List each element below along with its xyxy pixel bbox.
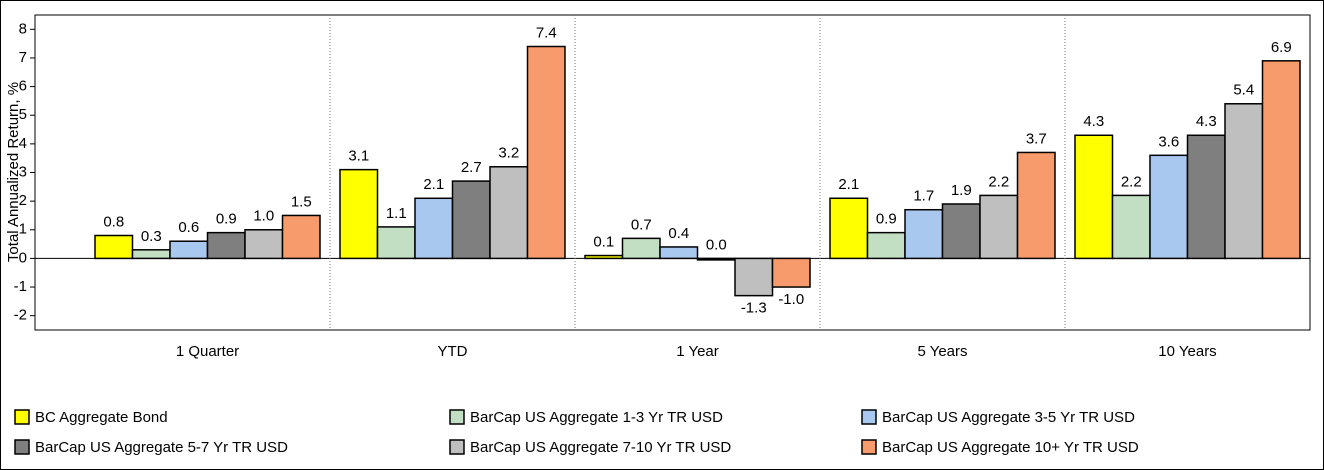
value-label: 0.8 bbox=[103, 213, 124, 230]
bar bbox=[979, 194, 1019, 260]
bar bbox=[584, 254, 624, 260]
legend-swatch bbox=[861, 409, 877, 425]
legend-swatch bbox=[14, 409, 30, 425]
value-label: 3.6 bbox=[1158, 133, 1179, 150]
value-label: 0.9 bbox=[876, 211, 897, 228]
legend-label: BarCap US Aggregate 5-7 Yr TR USD bbox=[35, 439, 288, 456]
bar bbox=[734, 257, 774, 297]
value-label: 0.4 bbox=[668, 225, 689, 242]
x-tick-label: YTD bbox=[438, 343, 468, 360]
legend-swatch bbox=[449, 409, 465, 425]
legend-label: BC Aggregate Bond bbox=[35, 409, 168, 426]
x-tick-label: 5 Years bbox=[917, 343, 967, 360]
bar bbox=[1186, 134, 1226, 260]
value-label: 0.0 bbox=[706, 236, 727, 253]
value-label: 0.3 bbox=[141, 228, 162, 245]
y-tick-label: 0 bbox=[19, 249, 27, 266]
legend-swatch bbox=[861, 439, 877, 455]
y-tick-label: 5 bbox=[19, 106, 27, 123]
bar bbox=[1074, 134, 1114, 260]
value-label: 0.9 bbox=[216, 211, 237, 228]
legend-swatch bbox=[449, 439, 465, 455]
bar bbox=[131, 249, 171, 260]
value-label: 1.0 bbox=[253, 208, 274, 225]
value-label: 1.1 bbox=[386, 205, 407, 222]
value-label: -1.0 bbox=[778, 291, 804, 308]
bar bbox=[169, 240, 209, 260]
bar bbox=[866, 231, 906, 260]
y-tick-label: -2 bbox=[14, 307, 27, 324]
value-label: -1.3 bbox=[741, 300, 767, 317]
bar bbox=[1224, 103, 1264, 260]
value-label: 2.1 bbox=[838, 176, 859, 193]
bar bbox=[526, 45, 566, 260]
bar bbox=[281, 214, 321, 260]
y-tick-label: 7 bbox=[19, 49, 27, 66]
value-label: 4.3 bbox=[1083, 113, 1104, 130]
y-axis-title: Total Annualized Return, % bbox=[5, 82, 22, 262]
x-tick-label: 1 Quarter bbox=[176, 343, 239, 360]
value-label: 1.7 bbox=[913, 188, 934, 205]
bar bbox=[1111, 194, 1151, 260]
value-label: 3.1 bbox=[348, 148, 369, 165]
bar bbox=[339, 168, 379, 260]
bar bbox=[206, 231, 246, 260]
value-label: 4.3 bbox=[1196, 113, 1217, 130]
legend-label: BarCap US Aggregate 3-5 Yr TR USD bbox=[882, 409, 1135, 426]
bar bbox=[244, 229, 284, 260]
y-tick-label: 3 bbox=[19, 163, 27, 180]
bar bbox=[94, 234, 134, 260]
legend-swatch bbox=[14, 439, 30, 455]
y-tick-label: 8 bbox=[19, 20, 27, 37]
bar bbox=[1016, 151, 1056, 260]
value-label: 2.2 bbox=[988, 173, 1009, 190]
value-label: 3.7 bbox=[1026, 130, 1047, 147]
bar bbox=[696, 257, 736, 261]
bar bbox=[451, 180, 491, 260]
y-tick-label: 1 bbox=[19, 221, 27, 238]
x-tick-label: 1 Year bbox=[676, 343, 719, 360]
bar bbox=[771, 257, 811, 288]
legend-label: BarCap US Aggregate 1-3 Yr TR USD bbox=[470, 409, 723, 426]
bar bbox=[659, 246, 699, 260]
bar bbox=[621, 237, 661, 260]
x-tick-label: 10 Years bbox=[1158, 343, 1216, 360]
legend-label: BarCap US Aggregate 10+ Yr TR USD bbox=[882, 439, 1139, 456]
value-label: 1.9 bbox=[951, 182, 972, 199]
value-label: 2.7 bbox=[461, 159, 482, 176]
value-label: 3.2 bbox=[498, 145, 519, 162]
bar bbox=[376, 226, 416, 260]
y-tick-label: 6 bbox=[19, 78, 27, 95]
bar bbox=[414, 197, 454, 260]
value-label: 5.4 bbox=[1233, 82, 1254, 99]
bar bbox=[941, 203, 981, 260]
value-label: 0.1 bbox=[593, 234, 614, 251]
value-label: 2.2 bbox=[1121, 173, 1142, 190]
legend-label: BarCap US Aggregate 7-10 Yr TR USD bbox=[470, 439, 731, 456]
y-tick-label: 4 bbox=[19, 135, 27, 152]
value-label: 2.1 bbox=[423, 176, 444, 193]
value-label: 0.6 bbox=[178, 219, 199, 236]
bar bbox=[489, 166, 529, 260]
value-label: 7.4 bbox=[536, 24, 557, 41]
value-label: 1.5 bbox=[291, 193, 312, 210]
bar bbox=[904, 208, 944, 260]
value-label: 0.7 bbox=[631, 216, 652, 233]
bar bbox=[829, 197, 869, 260]
value-label: 6.9 bbox=[1271, 39, 1292, 56]
bar bbox=[1261, 60, 1301, 260]
y-tick-label: 2 bbox=[19, 192, 27, 209]
y-tick-label: -1 bbox=[14, 278, 27, 295]
bar bbox=[1149, 154, 1189, 260]
